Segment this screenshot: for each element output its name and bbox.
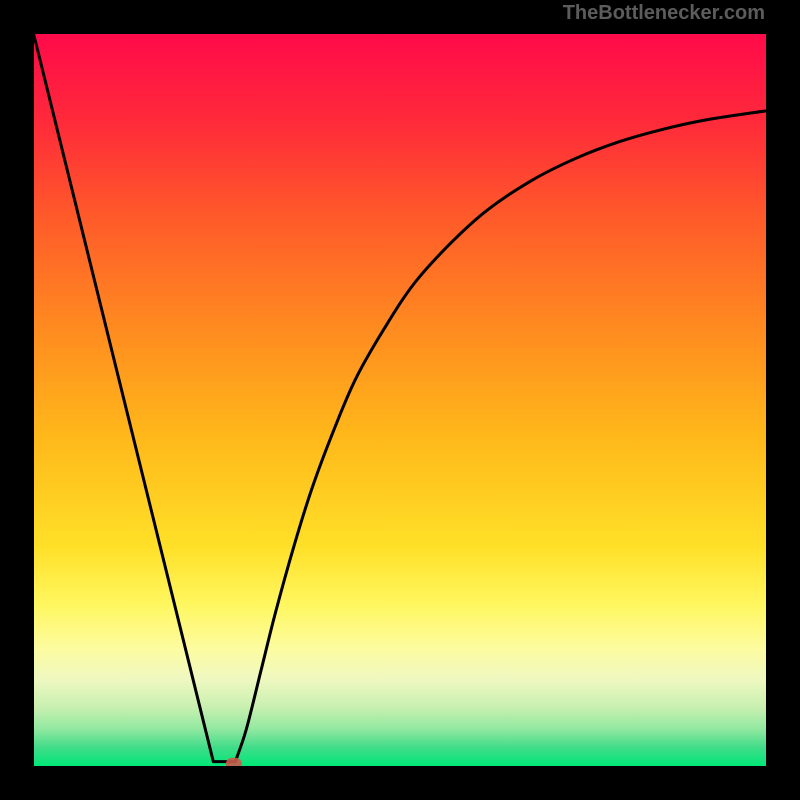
curve-layer	[34, 34, 766, 766]
optimal-point-marker	[226, 758, 242, 766]
plot-area	[34, 34, 766, 766]
chart-frame: TheBottlenecker.com	[0, 0, 800, 800]
watermark-text: TheBottlenecker.com	[563, 2, 765, 25]
bottleneck-curve	[34, 35, 766, 761]
